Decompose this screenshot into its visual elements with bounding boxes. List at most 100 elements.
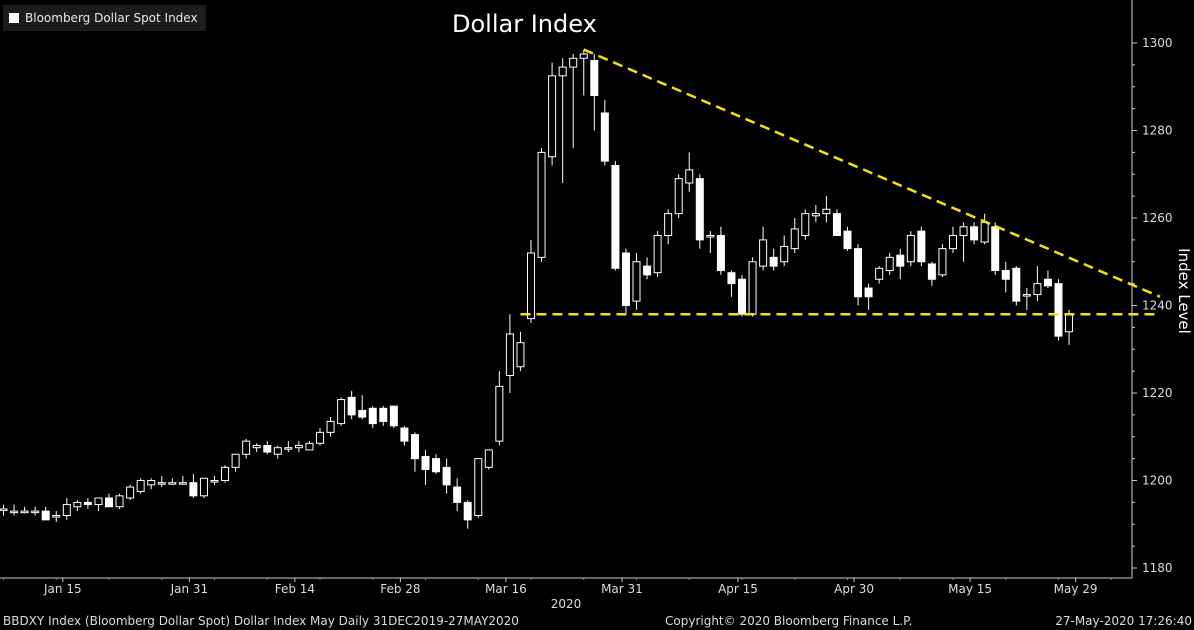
candle-body bbox=[105, 497, 113, 508]
candle-body bbox=[0, 508, 8, 511]
candle bbox=[780, 235, 789, 267]
candle bbox=[463, 500, 472, 529]
candle-body bbox=[242, 440, 251, 455]
candle bbox=[843, 226, 852, 251]
candle bbox=[52, 511, 61, 523]
y-tick-label: 1240 bbox=[1142, 299, 1173, 313]
candle-body bbox=[189, 482, 198, 497]
candle bbox=[537, 148, 546, 262]
candle bbox=[379, 406, 388, 426]
candle-body bbox=[685, 169, 694, 184]
y-tick-label: 1220 bbox=[1142, 386, 1173, 400]
candle-body bbox=[168, 482, 177, 485]
candle-body bbox=[1033, 283, 1042, 296]
candle-body bbox=[210, 480, 219, 483]
candle bbox=[1054, 279, 1063, 341]
y-tick-label: 1180 bbox=[1142, 561, 1173, 575]
candle bbox=[980, 213, 989, 245]
candle-body bbox=[474, 458, 483, 516]
candle-body bbox=[759, 239, 768, 267]
candle-body bbox=[252, 445, 261, 449]
candle bbox=[453, 478, 462, 512]
candle bbox=[991, 222, 1000, 275]
candle bbox=[927, 261, 936, 286]
candle-body bbox=[421, 455, 430, 471]
candle bbox=[527, 239, 535, 323]
candle-body bbox=[368, 407, 377, 425]
candle-body bbox=[52, 515, 61, 518]
x-tick-label: Feb 28 bbox=[380, 582, 420, 596]
x-year-label: 2020 bbox=[551, 597, 582, 611]
candle-body bbox=[611, 165, 620, 269]
candle bbox=[432, 454, 441, 474]
candle-body bbox=[801, 213, 810, 236]
candle bbox=[126, 484, 135, 501]
candle bbox=[10, 504, 19, 516]
candle-body bbox=[885, 256, 894, 271]
candle-body bbox=[157, 482, 166, 485]
candle bbox=[263, 441, 272, 455]
candle bbox=[210, 476, 219, 485]
candle bbox=[621, 248, 630, 315]
candle-body bbox=[442, 466, 451, 486]
y-axis-label: Index Level bbox=[1175, 248, 1193, 334]
candle bbox=[748, 257, 757, 317]
candle bbox=[706, 231, 715, 253]
candle bbox=[1012, 266, 1021, 306]
candle bbox=[252, 443, 261, 453]
candle bbox=[1001, 261, 1010, 293]
x-tick-label: Jan 15 bbox=[43, 582, 82, 596]
candle bbox=[790, 218, 799, 253]
candle bbox=[400, 425, 409, 446]
candle-body bbox=[970, 226, 979, 241]
candle bbox=[801, 209, 810, 240]
candle bbox=[273, 445, 282, 459]
candle-body bbox=[337, 399, 346, 425]
candle bbox=[917, 226, 926, 267]
candle bbox=[326, 417, 335, 437]
y-tick-label: 1260 bbox=[1142, 211, 1173, 225]
candle-body bbox=[822, 208, 831, 215]
candle-body bbox=[991, 226, 1000, 271]
candle-body bbox=[843, 230, 852, 250]
candle-body bbox=[917, 230, 926, 263]
candle bbox=[674, 174, 683, 218]
candle-body bbox=[811, 213, 820, 217]
candle bbox=[73, 500, 82, 512]
candle bbox=[1022, 288, 1031, 310]
y-tick-label: 1200 bbox=[1142, 474, 1173, 488]
candle bbox=[832, 209, 841, 236]
candle-body bbox=[569, 57, 578, 68]
candle-body bbox=[716, 235, 725, 271]
candle-body bbox=[1001, 270, 1010, 280]
candle bbox=[31, 506, 40, 516]
candle bbox=[611, 161, 620, 271]
candle-body bbox=[527, 252, 535, 320]
candle-body bbox=[590, 60, 599, 96]
candle bbox=[959, 222, 968, 262]
candle-body bbox=[410, 434, 419, 460]
candle-body bbox=[453, 486, 462, 503]
candle bbox=[495, 371, 504, 446]
candle-body bbox=[199, 477, 208, 497]
candle-body bbox=[537, 151, 546, 258]
candle-body bbox=[284, 447, 293, 450]
candle bbox=[442, 458, 451, 494]
footer-ticker-info: BBDXY Index (Bloomberg Dollar Spot) Doll… bbox=[3, 614, 519, 628]
candle bbox=[62, 498, 71, 520]
candle bbox=[716, 226, 725, 275]
candle-body bbox=[221, 466, 230, 481]
candle bbox=[20, 506, 29, 514]
candle-body bbox=[906, 235, 915, 263]
candle bbox=[811, 204, 820, 223]
candle bbox=[410, 432, 419, 472]
candle bbox=[136, 478, 145, 494]
candle-body bbox=[1012, 267, 1021, 302]
candle-body bbox=[854, 248, 863, 298]
x-tick-label: May 15 bbox=[948, 582, 992, 596]
candle bbox=[685, 152, 694, 192]
candle bbox=[474, 458, 483, 518]
x-tick-label: Feb 14 bbox=[275, 582, 315, 596]
x-tick-label: Mar 31 bbox=[601, 582, 643, 596]
candle bbox=[242, 438, 251, 459]
